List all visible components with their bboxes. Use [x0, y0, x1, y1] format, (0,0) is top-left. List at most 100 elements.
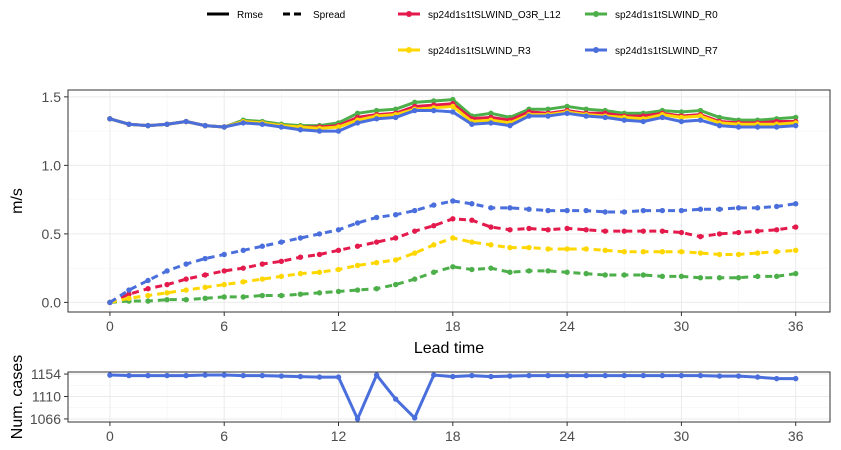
cases-panel-border — [67, 371, 831, 423]
spread-series-point — [793, 224, 799, 230]
spread-series-point — [507, 227, 513, 233]
spread-series-point — [678, 229, 685, 236]
cases-series-point — [164, 372, 170, 379]
x-tick-label: 0 — [106, 428, 114, 444]
y-tick-label: 0.5 — [42, 226, 62, 242]
rmse-series-point — [621, 117, 627, 123]
cases-series-point — [392, 396, 399, 402]
rmse-series-point — [583, 113, 589, 119]
legend-color-point — [406, 11, 412, 17]
legend-color-point — [406, 47, 412, 53]
spread-series-point — [602, 272, 608, 278]
spread-series-point — [297, 254, 304, 260]
spread-series-point — [716, 275, 723, 281]
legend: Rmse Spread sp24d1s1tSLWIND_O3R_L12 sp24d1s… — [207, 10, 718, 57]
cases-series-point — [602, 372, 608, 379]
spread-series-point — [183, 287, 189, 293]
spread-series-point — [412, 276, 418, 282]
rmse-series-point — [488, 110, 494, 116]
rmse-series-point — [735, 124, 742, 130]
y-tick-label: 1110 — [32, 388, 61, 404]
rmse-series-point — [526, 113, 532, 119]
cases-series-point — [316, 374, 323, 380]
spread-series-point — [526, 206, 532, 212]
spread-series-point — [373, 286, 380, 292]
rmse-series-point — [431, 107, 437, 114]
spread-series-point — [107, 299, 113, 306]
cases-series-point — [773, 375, 780, 382]
spread-series-point — [697, 250, 704, 256]
rmse-series-point — [202, 122, 208, 129]
spread-series-point — [545, 227, 551, 233]
spread-series-point — [697, 233, 704, 240]
cases-y-axis-title: Num. cases — [9, 355, 26, 439]
spread-series-point — [431, 242, 437, 248]
legend-color-point — [593, 11, 599, 17]
spread-series-point — [716, 206, 723, 212]
spread-series-point — [735, 251, 742, 258]
spread-series-point — [678, 249, 685, 255]
spread-series-point — [278, 292, 285, 299]
rmse-series-point — [754, 124, 761, 130]
spread-series-point — [450, 264, 456, 270]
rmse-series-point — [392, 106, 399, 112]
spread-series-point — [145, 292, 151, 299]
rmse-series-point — [221, 124, 227, 130]
rmse-series-point — [373, 116, 380, 122]
cases-series-point — [431, 372, 437, 378]
spread-series-point — [316, 290, 323, 296]
rmse-series-point — [164, 121, 170, 127]
x-tick-label: 12 — [331, 428, 347, 444]
cases-series-point — [183, 372, 189, 379]
rmse-series-point — [278, 124, 285, 130]
spread-series-point — [240, 247, 246, 254]
rmse-series-point — [697, 107, 704, 114]
cases-x-ticks: 0 6 12 18 24 30 36 — [106, 422, 804, 444]
cases-series-point — [564, 372, 570, 379]
cases-series-point — [583, 372, 589, 379]
legend-series-label: sp24d1s1tSLWIND_R3 — [428, 46, 531, 57]
spread-series-point — [697, 206, 704, 212]
cases-series-point — [259, 372, 266, 379]
rmse-series-point — [697, 117, 704, 123]
rmse-series-point — [678, 114, 685, 121]
spread-series-point — [488, 224, 494, 230]
spread-series-point — [564, 225, 570, 232]
spread-series-point — [316, 251, 323, 258]
spread-series-point — [259, 243, 266, 249]
spread-series-point — [316, 231, 323, 237]
legend-linetype-label: Rmse — [237, 10, 264, 21]
spread-series-point — [754, 205, 761, 211]
spread-series-point — [621, 228, 627, 234]
legend-series-label: sp24d1s1tSLWIND_O3R_L12 — [428, 10, 561, 21]
spread-series-point — [240, 279, 246, 285]
spread-series-point — [221, 294, 227, 300]
spread-series-point — [126, 287, 132, 293]
spread-series-point — [164, 281, 170, 288]
spread-series-point — [469, 201, 475, 207]
spread-series-point — [164, 296, 170, 303]
rmse-series-point — [392, 114, 399, 121]
rmse-series-point — [793, 114, 799, 121]
cases-series-point — [678, 372, 685, 379]
spread-series-point — [392, 235, 399, 241]
spread-series-point — [659, 273, 666, 280]
spread-series-point — [392, 257, 399, 263]
rmse-series-point — [412, 99, 418, 106]
spread-series-point — [335, 266, 342, 273]
spread-series-point — [545, 207, 551, 214]
spread-series-point — [412, 207, 418, 214]
rmse-series-point — [107, 116, 113, 122]
spread-series-point — [583, 227, 589, 233]
cases-series-point — [335, 374, 342, 380]
y-tick-label: 1066 — [30, 411, 61, 427]
spread-series-point — [793, 247, 799, 254]
spread-series-point — [659, 249, 666, 255]
x-tick-label: 6 — [220, 428, 228, 444]
spread-series-point — [354, 287, 361, 293]
spread-series-point — [278, 273, 285, 280]
rmse-series-point — [183, 118, 189, 125]
rmse-series-point — [431, 98, 437, 104]
x-tick-label: 36 — [788, 428, 804, 444]
spread-series-point — [354, 262, 361, 269]
